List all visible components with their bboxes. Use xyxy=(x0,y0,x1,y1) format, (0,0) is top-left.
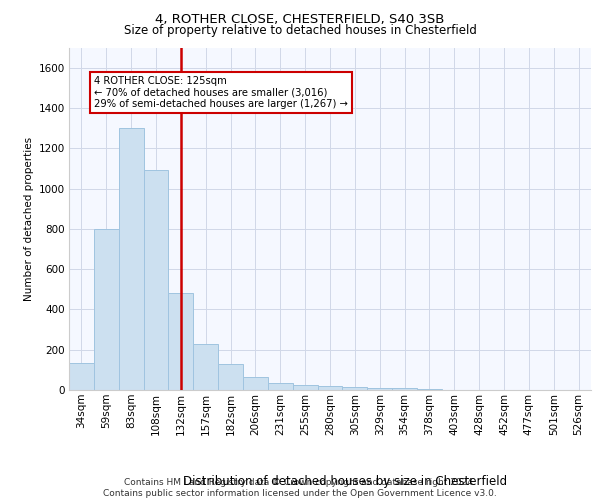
Bar xyxy=(343,388,367,390)
Bar xyxy=(392,388,417,390)
Text: Contains HM Land Registry data © Crown copyright and database right 2024.
Contai: Contains HM Land Registry data © Crown c… xyxy=(103,478,497,498)
Y-axis label: Number of detached properties: Number of detached properties xyxy=(25,136,34,301)
Bar xyxy=(293,385,317,390)
Bar xyxy=(367,388,392,390)
Bar xyxy=(317,386,343,390)
Text: Distribution of detached houses by size in Chesterfield: Distribution of detached houses by size … xyxy=(183,474,507,488)
Bar xyxy=(94,229,119,390)
Text: 4, ROTHER CLOSE, CHESTERFIELD, S40 3SB: 4, ROTHER CLOSE, CHESTERFIELD, S40 3SB xyxy=(155,12,445,26)
Bar xyxy=(169,294,193,390)
Text: Size of property relative to detached houses in Chesterfield: Size of property relative to detached ho… xyxy=(124,24,476,37)
Bar xyxy=(218,364,243,390)
Bar xyxy=(193,344,218,390)
Text: 4 ROTHER CLOSE: 125sqm
← 70% of detached houses are smaller (3,016)
29% of semi-: 4 ROTHER CLOSE: 125sqm ← 70% of detached… xyxy=(94,76,348,109)
Bar xyxy=(268,383,293,390)
Bar xyxy=(119,128,143,390)
Bar xyxy=(243,377,268,390)
Bar xyxy=(69,364,94,390)
Bar xyxy=(143,170,169,390)
